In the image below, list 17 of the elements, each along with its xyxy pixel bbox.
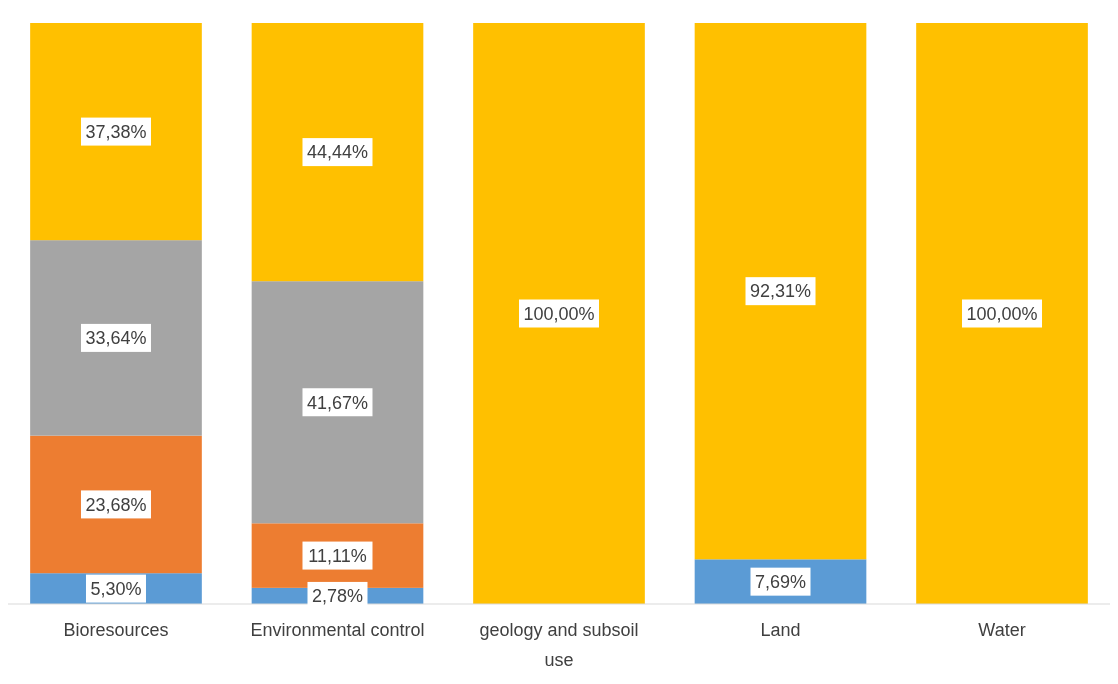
- data-label: 23,68%: [85, 494, 147, 515]
- data-label: 41,67%: [306, 392, 369, 413]
- data-label: 44,44%: [306, 142, 369, 163]
- data-label: 7,69%: [754, 571, 807, 592]
- x-tick-label: Bioresources: [63, 620, 169, 640]
- x-tick-label: Environmental control: [250, 620, 425, 640]
- data-label: 92,31%: [749, 281, 812, 302]
- data-label: 37,38%: [85, 121, 147, 142]
- data-label: 2,78%: [311, 586, 364, 607]
- x-tick-label: Land: [760, 620, 801, 640]
- data-label: 100,00%: [523, 303, 595, 324]
- x-tick-label: geology and subsoil use: [479, 620, 639, 670]
- data-label: 11,11%: [308, 545, 367, 566]
- x-tick-label: Water: [978, 620, 1026, 640]
- data-label: 100,00%: [966, 303, 1038, 324]
- data-label: 33,64%: [85, 328, 147, 349]
- data-label: 5,30%: [90, 578, 142, 599]
